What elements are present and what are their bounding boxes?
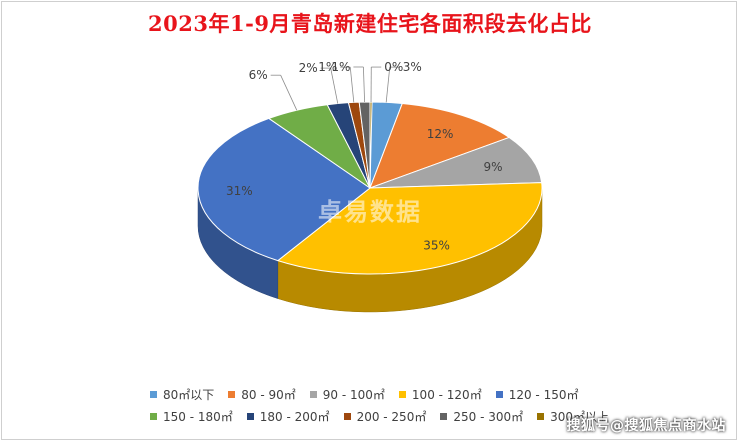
legend-label-10: 300㎡以上 [550, 409, 610, 424]
legend-item-10: 300㎡以上 [537, 408, 609, 424]
pie-slice-2 [369, 102, 511, 189]
data-label-7: 2% [299, 61, 318, 75]
legend-item-8: 200 - 250㎡ [343, 408, 427, 424]
data-label-10: 0% [384, 60, 403, 74]
legend-swatch-7 [246, 412, 254, 420]
legend-label-3: 90 - 100㎡ [322, 387, 385, 402]
legend-swatch-6 [150, 412, 157, 420]
data-label-9: 1% [331, 60, 350, 74]
legend-swatch-9 [440, 412, 448, 420]
pie-slice-3 [369, 136, 543, 189]
leader-line-6 [280, 75, 298, 111]
legend-swatch-4 [398, 390, 406, 398]
legend-item-1: 80㎡以下 [150, 386, 214, 402]
leader-line-1 [385, 67, 391, 103]
legend-label-9: 250 - 300㎡ [453, 409, 524, 424]
leader-line-8 [349, 67, 355, 103]
chart-title: 2023年1-9月青岛新建住宅各面积段去化占比 [148, 11, 592, 36]
legend-item-2: 80 - 90㎡ [228, 386, 296, 402]
center-watermark: 卓易数据 [318, 198, 422, 226]
legend-item-4: 100 - 120㎡ [398, 386, 482, 402]
legend-swatch-5 [495, 390, 503, 398]
legend-label-2: 80 - 90㎡ [241, 387, 296, 402]
legend-swatch-1 [150, 390, 157, 398]
data-label-4: 35% [423, 238, 450, 252]
legend-swatch-2 [228, 390, 236, 398]
legend-swatch-3 [309, 390, 317, 398]
legend-label-6: 150 - 180㎡ [163, 409, 233, 424]
legend-label-4: 100 - 120㎡ [411, 387, 482, 402]
leader-line-9 [363, 66, 365, 103]
legend-swatch-8 [343, 412, 351, 420]
legend-item-7: 180 - 200㎡ [246, 408, 330, 424]
legend-item-9: 250 - 300㎡ [440, 408, 523, 424]
legend-swatch-10 [537, 412, 545, 420]
legend-label-7: 180 - 200㎡ [259, 409, 330, 424]
legend-item-3: 90 - 100㎡ [309, 386, 385, 402]
data-label-2: 12% [427, 127, 454, 141]
legend-item-6: 150 - 180㎡ [150, 408, 233, 424]
watermark-text: 搜狐号@搜狐焦点商水站 [566, 418, 726, 434]
legend-item-5: 120 - 150㎡ [495, 386, 579, 402]
data-label-8: 1% [318, 60, 337, 74]
pie-slice-5 [197, 117, 371, 262]
pie-slice-4 [276, 182, 543, 275]
chart-legend: 80㎡以下 80 - 90㎡ 90 - 100㎡ 100 - 120㎡ 120 - 15… [150, 386, 630, 424]
legend-label-5: 120 - 150㎡ [508, 387, 579, 402]
data-label-5: 31% [226, 184, 253, 198]
data-label-6: 6% [249, 68, 268, 82]
data-label-1: 3% [403, 60, 422, 74]
leader-line-7 [330, 68, 339, 104]
legend-label-8: 200 - 250㎡ [356, 409, 427, 424]
data-label-3: 9% [483, 160, 502, 174]
legend-label-1: 80㎡以下 [163, 387, 215, 402]
